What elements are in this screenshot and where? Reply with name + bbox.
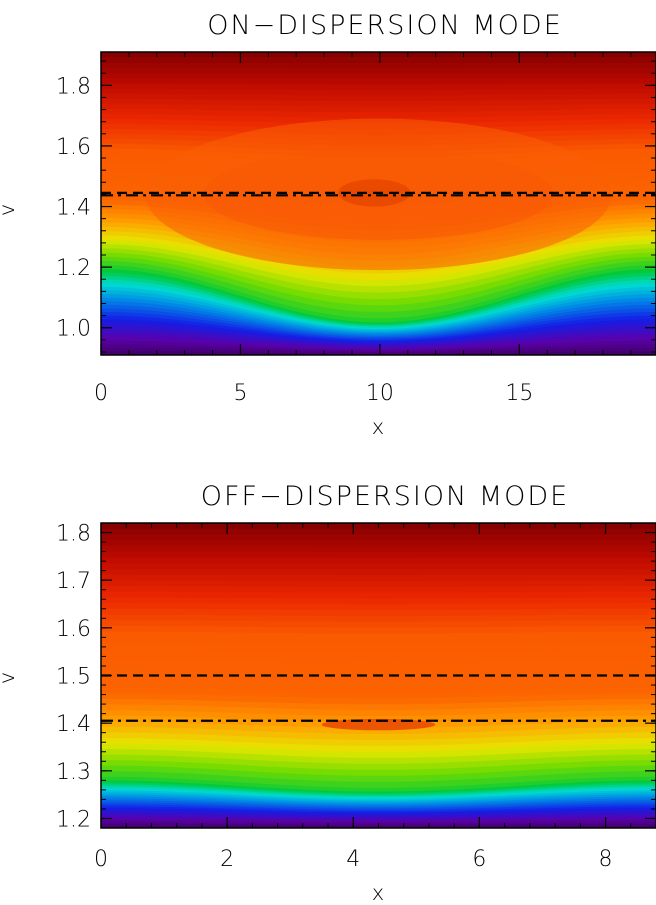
x-tick-label: 4 [346, 847, 360, 872]
y-tick-label: 1.2 [56, 256, 91, 281]
x-axis-label: x [372, 415, 384, 439]
plot-frame [100, 51, 656, 356]
y-tick-label: 1.8 [56, 74, 91, 99]
axes: 0 5 10 15 1.0 1.2 1.4 1.6 1.8 [56, 51, 656, 406]
x-tick-label: 15 [505, 381, 533, 406]
heatmap-area [101, 52, 656, 355]
y-tick-label: 1.5 [56, 665, 91, 690]
y-tick-label: 1.0 [56, 317, 91, 342]
x-tick-label: 6 [472, 847, 486, 872]
y-tick-label: 1.4 [56, 712, 91, 737]
panel-on-dispersion: ON−DISPERSION MODE 0 5 10 15 1.0 1.2 1.4 1.6 1.8… [0, 10, 656, 439]
chart-title: OFF−DISPERSION MODE [201, 481, 569, 512]
x-axis-label: x [372, 881, 384, 905]
y-axis-label: v [0, 204, 19, 216]
y-tick-label: 1.7 [56, 569, 91, 594]
x-tick-label: 2 [220, 847, 234, 872]
y-tick-label: 1.4 [56, 196, 91, 221]
x-tick-label: 8 [599, 847, 613, 872]
y-tick-label: 1.8 [56, 522, 91, 547]
y-tick-label: 1.6 [56, 617, 91, 642]
chart-title: ON−DISPERSION MODE [207, 10, 563, 41]
panel-off-dispersion: OFF−DISPERSION MODE 0 2 4 6 8 1.2 1.3 1.4 1.5 1.6… [0, 481, 656, 905]
x-tick-label: 10 [366, 381, 394, 406]
y-tick-label: 1.6 [56, 135, 91, 160]
x-tick-label: 0 [94, 381, 108, 406]
y-tick-label: 1.3 [56, 760, 91, 785]
y-tick-label: 1.2 [56, 807, 91, 832]
x-tick-label: 5 [233, 381, 247, 406]
axes: 0 2 4 6 8 1.2 1.3 1.4 1.5 1.6 1.7 1.8 [56, 522, 656, 872]
y-axis-label: v [0, 672, 19, 684]
x-tick-label: 0 [94, 847, 108, 872]
contour-band [101, 351, 656, 355]
heatmap-area [101, 523, 656, 828]
